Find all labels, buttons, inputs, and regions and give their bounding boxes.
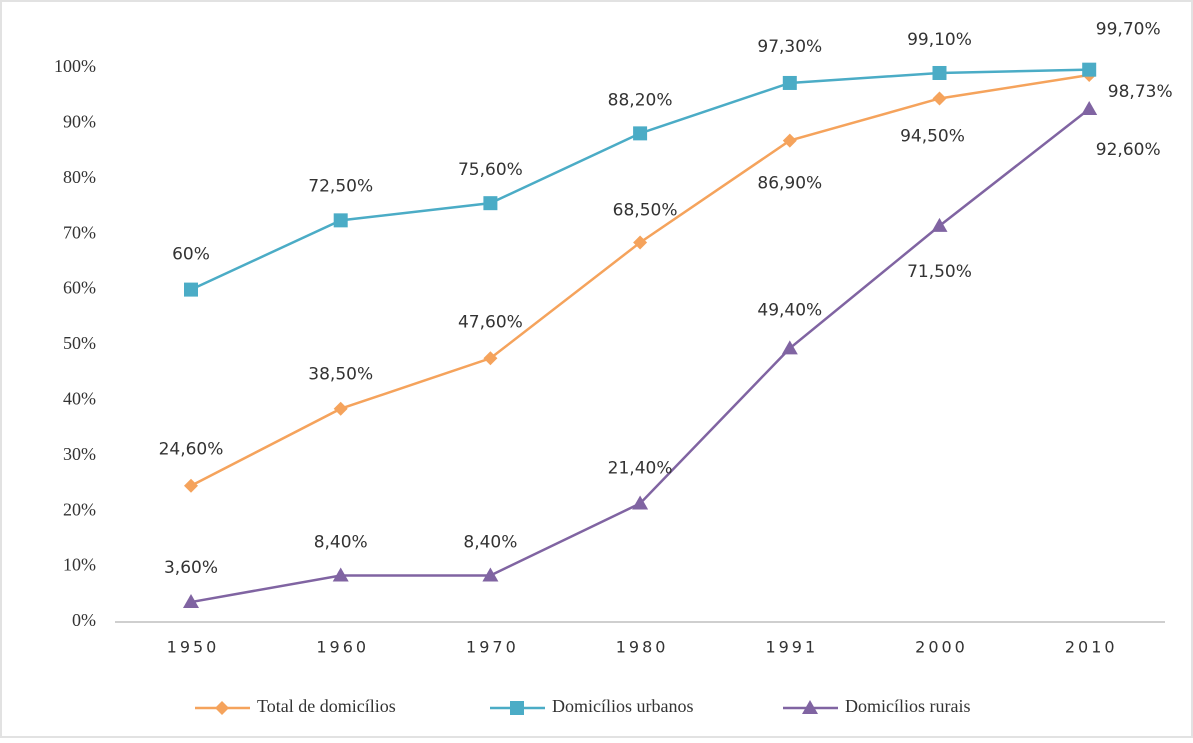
- data-point: [633, 235, 648, 250]
- data-point: [931, 217, 948, 232]
- data-point: [1081, 100, 1098, 115]
- y-tick-label: 20%: [63, 499, 96, 519]
- x-tick-label: 2000: [915, 638, 968, 657]
- data-point: [332, 567, 349, 582]
- data-label: 24,60%: [159, 440, 224, 460]
- data-point: [333, 213, 348, 228]
- data-label: 94,50%: [900, 126, 965, 146]
- data-point: [781, 340, 798, 355]
- legend-marker: [802, 700, 818, 714]
- data-label: 21,40%: [608, 458, 673, 478]
- y-tick-label: 30%: [63, 444, 96, 464]
- data-point: [483, 196, 498, 211]
- data-label: 97,30%: [757, 37, 822, 57]
- data-label: 38,50%: [308, 365, 373, 385]
- data-label: 99,70%: [1096, 20, 1161, 40]
- data-label: 8,40%: [314, 532, 368, 552]
- y-tick-label: 80%: [63, 167, 96, 187]
- data-label: 60%: [172, 245, 210, 265]
- data-point: [333, 401, 348, 416]
- x-tick-label: 1991: [765, 638, 818, 657]
- data-point: [782, 133, 797, 148]
- data-label: 92,60%: [1096, 140, 1161, 160]
- data-point: [184, 478, 198, 493]
- y-tick-label: 40%: [63, 389, 96, 409]
- y-tick-label: 10%: [63, 555, 96, 575]
- data-label: 86,90%: [757, 174, 822, 194]
- x-tick-label: 1950: [167, 638, 220, 657]
- data-point: [183, 594, 199, 609]
- x-tick-label: 2010: [1065, 638, 1118, 657]
- data-label: 47,60%: [458, 312, 523, 332]
- data-label: 8,40%: [463, 532, 517, 552]
- data-point: [1082, 62, 1097, 77]
- data-point: [483, 351, 498, 366]
- data-label: 98,73%: [1108, 82, 1173, 102]
- y-tick-label: 0%: [72, 610, 96, 630]
- data-label: 68,50%: [613, 201, 678, 221]
- data-point: [632, 495, 649, 510]
- x-tick-label: 1960: [316, 638, 369, 657]
- x-tick-label: 1980: [616, 638, 669, 657]
- data-label: 99,10%: [907, 30, 972, 50]
- data-label: 3,60%: [164, 558, 218, 578]
- data-point: [932, 91, 947, 106]
- data-point: [482, 567, 499, 582]
- x-tick-label: 1970: [466, 638, 519, 657]
- legend-label: Domicílios rurais: [845, 696, 970, 716]
- data-point: [782, 75, 797, 90]
- data-point: [633, 126, 648, 141]
- data-label: 88,20%: [608, 90, 673, 110]
- data-label: 71,50%: [907, 262, 972, 282]
- data-label: 75,60%: [458, 160, 523, 180]
- y-tick-label: 90%: [63, 112, 96, 132]
- y-tick-label: 70%: [63, 222, 96, 242]
- y-tick-label: 50%: [63, 333, 96, 353]
- legend-marker: [510, 701, 524, 715]
- legend-marker: [215, 701, 229, 715]
- y-tick-label: 100%: [54, 56, 96, 76]
- legend-label: Domicílios urbanos: [552, 696, 694, 716]
- data-point: [184, 282, 198, 297]
- data-point: [932, 65, 947, 80]
- y-tick-label: 60%: [63, 278, 96, 298]
- data-label: 49,40%: [757, 300, 822, 320]
- data-label: 72,50%: [308, 176, 373, 196]
- legend-label: Total de domicílios: [257, 696, 396, 716]
